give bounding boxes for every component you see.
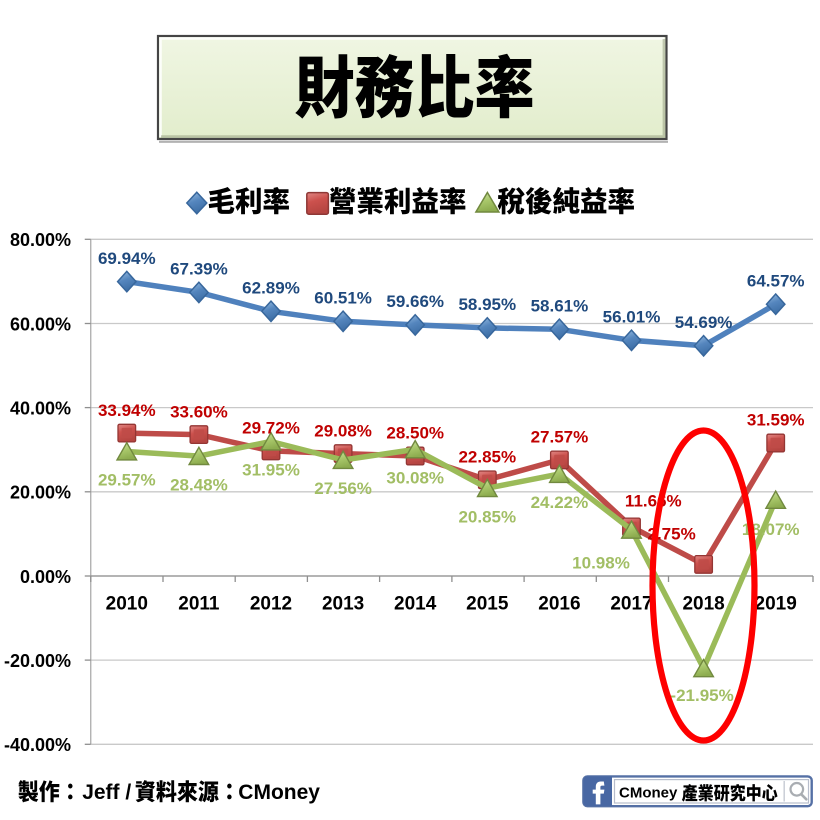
svg-text:2017: 2017 [610, 594, 652, 615]
svg-text:29.72%: 29.72% [242, 419, 300, 438]
svg-text:54.69%: 54.69% [675, 313, 733, 332]
svg-text:-21.95%: -21.95% [670, 686, 733, 705]
svg-text:10.98%: 10.98% [572, 554, 630, 573]
svg-text:59.66%: 59.66% [386, 292, 444, 311]
svg-text:20.85%: 20.85% [458, 507, 516, 526]
svg-text:0.00%: 0.00% [20, 567, 71, 587]
svg-text:58.95%: 58.95% [458, 295, 516, 314]
svg-text:CMoney: CMoney [238, 781, 320, 804]
svg-text:33.60%: 33.60% [170, 402, 228, 421]
svg-text:20.00%: 20.00% [10, 483, 71, 503]
svg-text:33.94%: 33.94% [98, 401, 156, 420]
svg-text:30.08%: 30.08% [386, 469, 444, 488]
svg-text:29.57%: 29.57% [98, 471, 156, 490]
svg-text:60.51%: 60.51% [314, 289, 372, 308]
svg-text:29.08%: 29.08% [314, 421, 372, 440]
svg-text:2014: 2014 [394, 594, 437, 615]
svg-text:22.85%: 22.85% [458, 448, 516, 467]
svg-text:62.89%: 62.89% [242, 279, 300, 298]
svg-text:-40.00%: -40.00% [4, 735, 71, 755]
svg-text:67.39%: 67.39% [170, 260, 228, 279]
svg-text:31.59%: 31.59% [747, 411, 805, 430]
svg-text:64.57%: 64.57% [747, 271, 805, 290]
svg-text:69.94%: 69.94% [98, 249, 156, 268]
svg-text:60.00%: 60.00% [10, 314, 71, 334]
svg-text:2012: 2012 [250, 594, 292, 615]
svg-text:2.75%: 2.75% [647, 525, 695, 544]
svg-text:CMoney: CMoney [619, 785, 678, 802]
svg-text:56.01%: 56.01% [603, 308, 661, 327]
svg-text:2018: 2018 [682, 594, 724, 615]
svg-text:2010: 2010 [106, 594, 148, 615]
svg-text:28.50%: 28.50% [386, 424, 444, 443]
svg-text:27.57%: 27.57% [531, 428, 589, 447]
svg-text:Jeff /: Jeff / [82, 781, 131, 804]
svg-text:2016: 2016 [538, 594, 580, 615]
svg-text:27.56%: 27.56% [314, 479, 372, 498]
svg-text:28.48%: 28.48% [170, 475, 228, 494]
svg-text:2013: 2013 [322, 594, 364, 615]
svg-text:40.00%: 40.00% [10, 399, 71, 419]
svg-text:2019: 2019 [755, 594, 797, 615]
svg-text:-20.00%: -20.00% [4, 651, 71, 671]
svg-text:2011: 2011 [178, 594, 220, 615]
svg-text:31.95%: 31.95% [242, 461, 300, 480]
svg-text:24.22%: 24.22% [531, 493, 589, 512]
svg-text:18.07%: 18.07% [742, 520, 800, 539]
svg-text:11.66%: 11.66% [625, 492, 682, 511]
svg-text:58.61%: 58.61% [531, 297, 589, 316]
svg-text:2015: 2015 [466, 594, 509, 615]
svg-text:80.00%: 80.00% [10, 230, 71, 250]
